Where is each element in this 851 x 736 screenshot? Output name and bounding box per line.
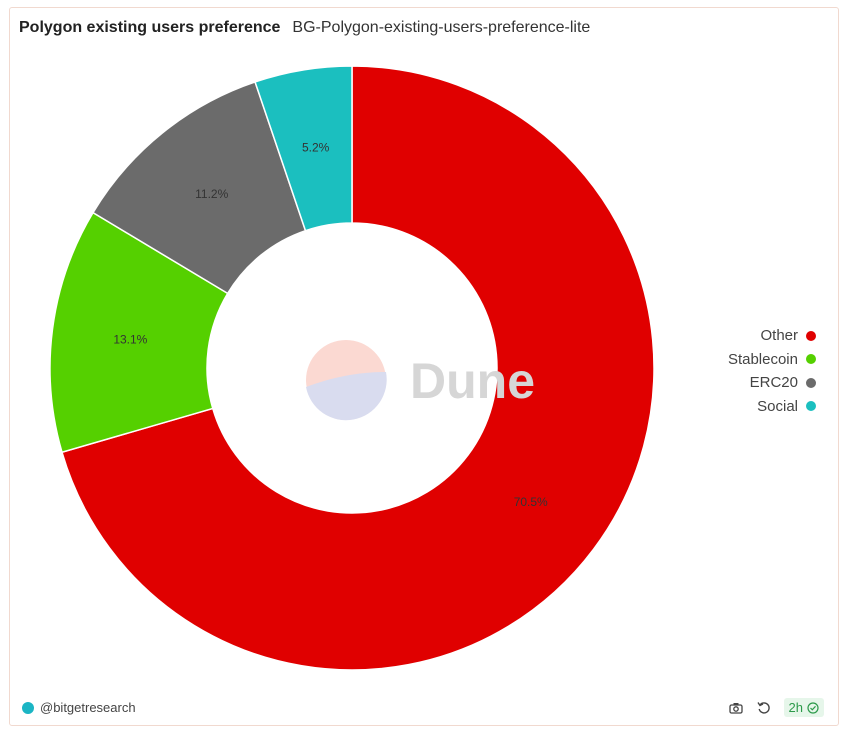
chart-title: Polygon existing users preference xyxy=(19,19,281,36)
refresh-badge-text: 2h xyxy=(788,700,803,715)
slice-stablecoin[interactable] xyxy=(49,211,229,454)
legend-item-other[interactable]: Other xyxy=(728,324,816,348)
chart-subtitle: BG-Polygon-existing-users-preference-lit… xyxy=(292,19,591,36)
refresh-icon[interactable] xyxy=(756,700,772,716)
slice-label-erc20: 11.2% xyxy=(195,187,228,201)
legend-swatch xyxy=(806,401,816,412)
check-circle-icon xyxy=(807,701,819,714)
chart-card: Polygon existing users preference BG-Pol… xyxy=(9,7,839,726)
legend-swatch xyxy=(806,354,816,365)
slice-labels-group: 70.5% 13.1% 11.2% 5.2% xyxy=(113,140,548,509)
refresh-badge[interactable]: 2h xyxy=(783,698,824,717)
legend-label: Social xyxy=(757,397,798,415)
legend-label: ERC20 xyxy=(749,374,798,392)
slice-label-social: 5.2% xyxy=(302,140,330,154)
author-name[interactable]: @bitgetresearch xyxy=(40,700,136,715)
donut-chart: Dune 70.5% 13.1% 11.2% 5.2% xyxy=(49,65,655,671)
slice-social[interactable] xyxy=(254,65,353,232)
watermark-text: Dune xyxy=(410,353,535,409)
footer-author[interactable]: @bitgetresearch xyxy=(22,700,136,715)
legend-swatch xyxy=(806,377,816,388)
slices-group xyxy=(49,65,655,671)
chart-header: Polygon existing users preference BG-Pol… xyxy=(19,19,590,37)
legend-swatch xyxy=(806,330,816,341)
author-avatar xyxy=(22,701,34,714)
legend-item-social[interactable]: Social xyxy=(728,395,816,419)
legend-item-stablecoin[interactable]: Stablecoin xyxy=(728,348,816,372)
chart-legend: Other Stablecoin ERC20 Social xyxy=(728,324,816,418)
legend-label: Stablecoin xyxy=(727,350,798,368)
dune-watermark: Dune xyxy=(306,340,535,421)
legend-label: Other xyxy=(760,327,798,345)
footer-actions: 2h xyxy=(728,698,824,717)
slice-label-stablecoin: 13.1% xyxy=(113,332,147,346)
dune-logo-icon xyxy=(306,340,387,421)
camera-icon[interactable] xyxy=(728,700,744,716)
slice-label-other: 70.5% xyxy=(514,495,548,509)
slice-other[interactable] xyxy=(61,65,655,671)
legend-item-erc20[interactable]: ERC20 xyxy=(728,371,816,395)
